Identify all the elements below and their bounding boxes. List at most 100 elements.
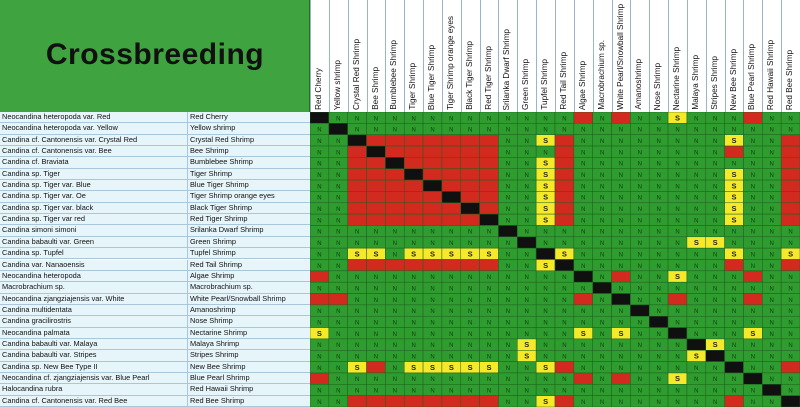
matrix-cell-label: N: [751, 389, 755, 395]
matrix-cell-label: N: [732, 128, 736, 134]
matrix-cell-label: N: [694, 196, 698, 202]
matrix-cell-label: N: [600, 184, 604, 190]
matrix-cell: [780, 134, 800, 147]
matrix-cell-label: N: [543, 377, 547, 383]
matrix-cell-label: N: [355, 355, 359, 361]
column-header-label: Crystal Red Shrimp: [351, 39, 361, 110]
matrix-cell: [366, 259, 386, 272]
matrix-cell-label: N: [525, 264, 529, 270]
table-row: Neocandina heteropoda var. Red Red Cherry: [0, 112, 310, 124]
matrix-cell: [479, 202, 499, 215]
column-header-label: Yellow shrimp: [332, 59, 342, 110]
matrix-cell: [517, 236, 537, 249]
matrix-cell-label: N: [581, 389, 585, 395]
matrix-cell-label: N: [694, 332, 698, 338]
matrix-cell-label: N: [506, 332, 510, 338]
matrix-cell-label: N: [600, 355, 604, 361]
matrix-cell-label: N: [788, 377, 792, 383]
matrix-cell-label: N: [581, 264, 585, 270]
matrix-cell-label: N: [600, 139, 604, 145]
matrix-cell-label: N: [713, 400, 717, 406]
matrix-cell: [460, 213, 480, 226]
matrix-cell-label: N: [656, 355, 660, 361]
matrix-cell-label: N: [600, 321, 604, 327]
matrix-cell-label: N: [355, 309, 359, 315]
matrix-cell-label: N: [600, 377, 604, 383]
matrix-cell-label: N: [656, 173, 660, 179]
matrix-cell-label: N: [581, 207, 585, 213]
matrix-cell: [460, 179, 480, 192]
matrix-cell-label: N: [751, 139, 755, 145]
matrix-cell-label: N: [430, 241, 434, 247]
matrix-cell-label: N: [374, 332, 378, 338]
matrix-cell-label: N: [525, 366, 529, 372]
matrix-cell-label: N: [788, 241, 792, 247]
matrix-cell: [347, 168, 367, 181]
matrix-cell-label: N: [336, 343, 340, 349]
matrix-cell: [554, 259, 575, 272]
matrix-cell-label: S: [750, 329, 755, 338]
matrix-cell-label: N: [374, 230, 378, 236]
column-header-label: Red Hawaii Shrimp: [766, 39, 776, 110]
matrix-cell: [328, 123, 348, 135]
column-header: Blue Tiger Shrimp: [423, 0, 442, 112]
matrix-cell-label: N: [675, 218, 679, 224]
matrix-cell-label: N: [449, 128, 453, 134]
table-row: Candina sp. New Bee Type II New Bee Shrim…: [0, 361, 310, 373]
matrix-cell-label: N: [317, 150, 321, 156]
matrix-cell-label: N: [656, 150, 660, 156]
matrix-cell-label: S: [487, 363, 492, 372]
matrix-cell-label: N: [374, 389, 378, 395]
matrix-cell-label: N: [788, 309, 792, 315]
matrix-cell: [347, 191, 367, 204]
matrix-cell-label: N: [411, 309, 415, 315]
matrix-cell-label: N: [581, 184, 585, 190]
column-header: New Bee Shrimp: [724, 0, 744, 112]
matrix-cell: [422, 168, 443, 181]
matrix-cell: [648, 315, 669, 328]
matrix-cell-label: N: [506, 355, 510, 361]
matrix-cell-label: N: [506, 150, 510, 156]
matrix-cell-label: N: [600, 150, 604, 156]
matrix-cell: [554, 395, 575, 407]
matrix-cell-label: N: [525, 150, 529, 156]
matrix-cell-label: N: [543, 150, 547, 156]
matrix-cell-label: N: [543, 286, 547, 292]
scientific-name: Candina sp. Tiger var. black: [2, 202, 94, 212]
matrix-cell: [422, 395, 443, 407]
matrix-cell-label: N: [770, 128, 774, 134]
matrix-cell-label: N: [543, 343, 547, 349]
matrix-cell-label: S: [732, 181, 737, 190]
column-header: Black Tiger Shrimp: [460, 0, 480, 112]
matrix-cell-label: N: [751, 252, 755, 258]
matrix-cell-label: N: [600, 196, 604, 202]
matrix-cell-label: N: [713, 218, 717, 224]
matrix-cell-label: S: [581, 329, 586, 338]
matrix-cell-label: N: [770, 355, 774, 361]
matrix-cell-label: N: [487, 275, 491, 281]
matrix-cell: [310, 270, 330, 283]
matrix-cell-label: N: [449, 275, 453, 281]
matrix-cell-label: N: [430, 298, 434, 304]
matrix-cell: [554, 191, 575, 204]
column-header-label: Red Cherry: [314, 68, 323, 110]
matrix-cell: [667, 293, 688, 306]
matrix-cell-label: N: [336, 196, 340, 202]
row-label-panel: Neocandina heteropoda var. Red Red Cherry…: [0, 112, 310, 407]
matrix-cell: [422, 259, 443, 272]
matrix-cell-label: N: [694, 275, 698, 281]
matrix-cell: [422, 157, 443, 169]
matrix-cell-label: N: [770, 343, 774, 349]
matrix-cell: [441, 179, 462, 192]
column-header: Srilanka Dwarf Shrimp: [498, 0, 517, 112]
matrix-cell-label: N: [600, 275, 604, 281]
matrix-cell-label: N: [656, 139, 660, 145]
table-row: Candina sp. Tiger Tiger Shrimp: [0, 168, 310, 181]
matrix-cell-label: N: [694, 400, 698, 406]
matrix-cell-label: N: [638, 377, 642, 383]
matrix-cell-label: N: [468, 241, 472, 247]
matrix-cell-label: N: [336, 207, 340, 213]
matrix-cell-label: N: [374, 275, 378, 281]
matrix-cell-label: N: [525, 116, 529, 122]
matrix-cell: [385, 157, 405, 169]
